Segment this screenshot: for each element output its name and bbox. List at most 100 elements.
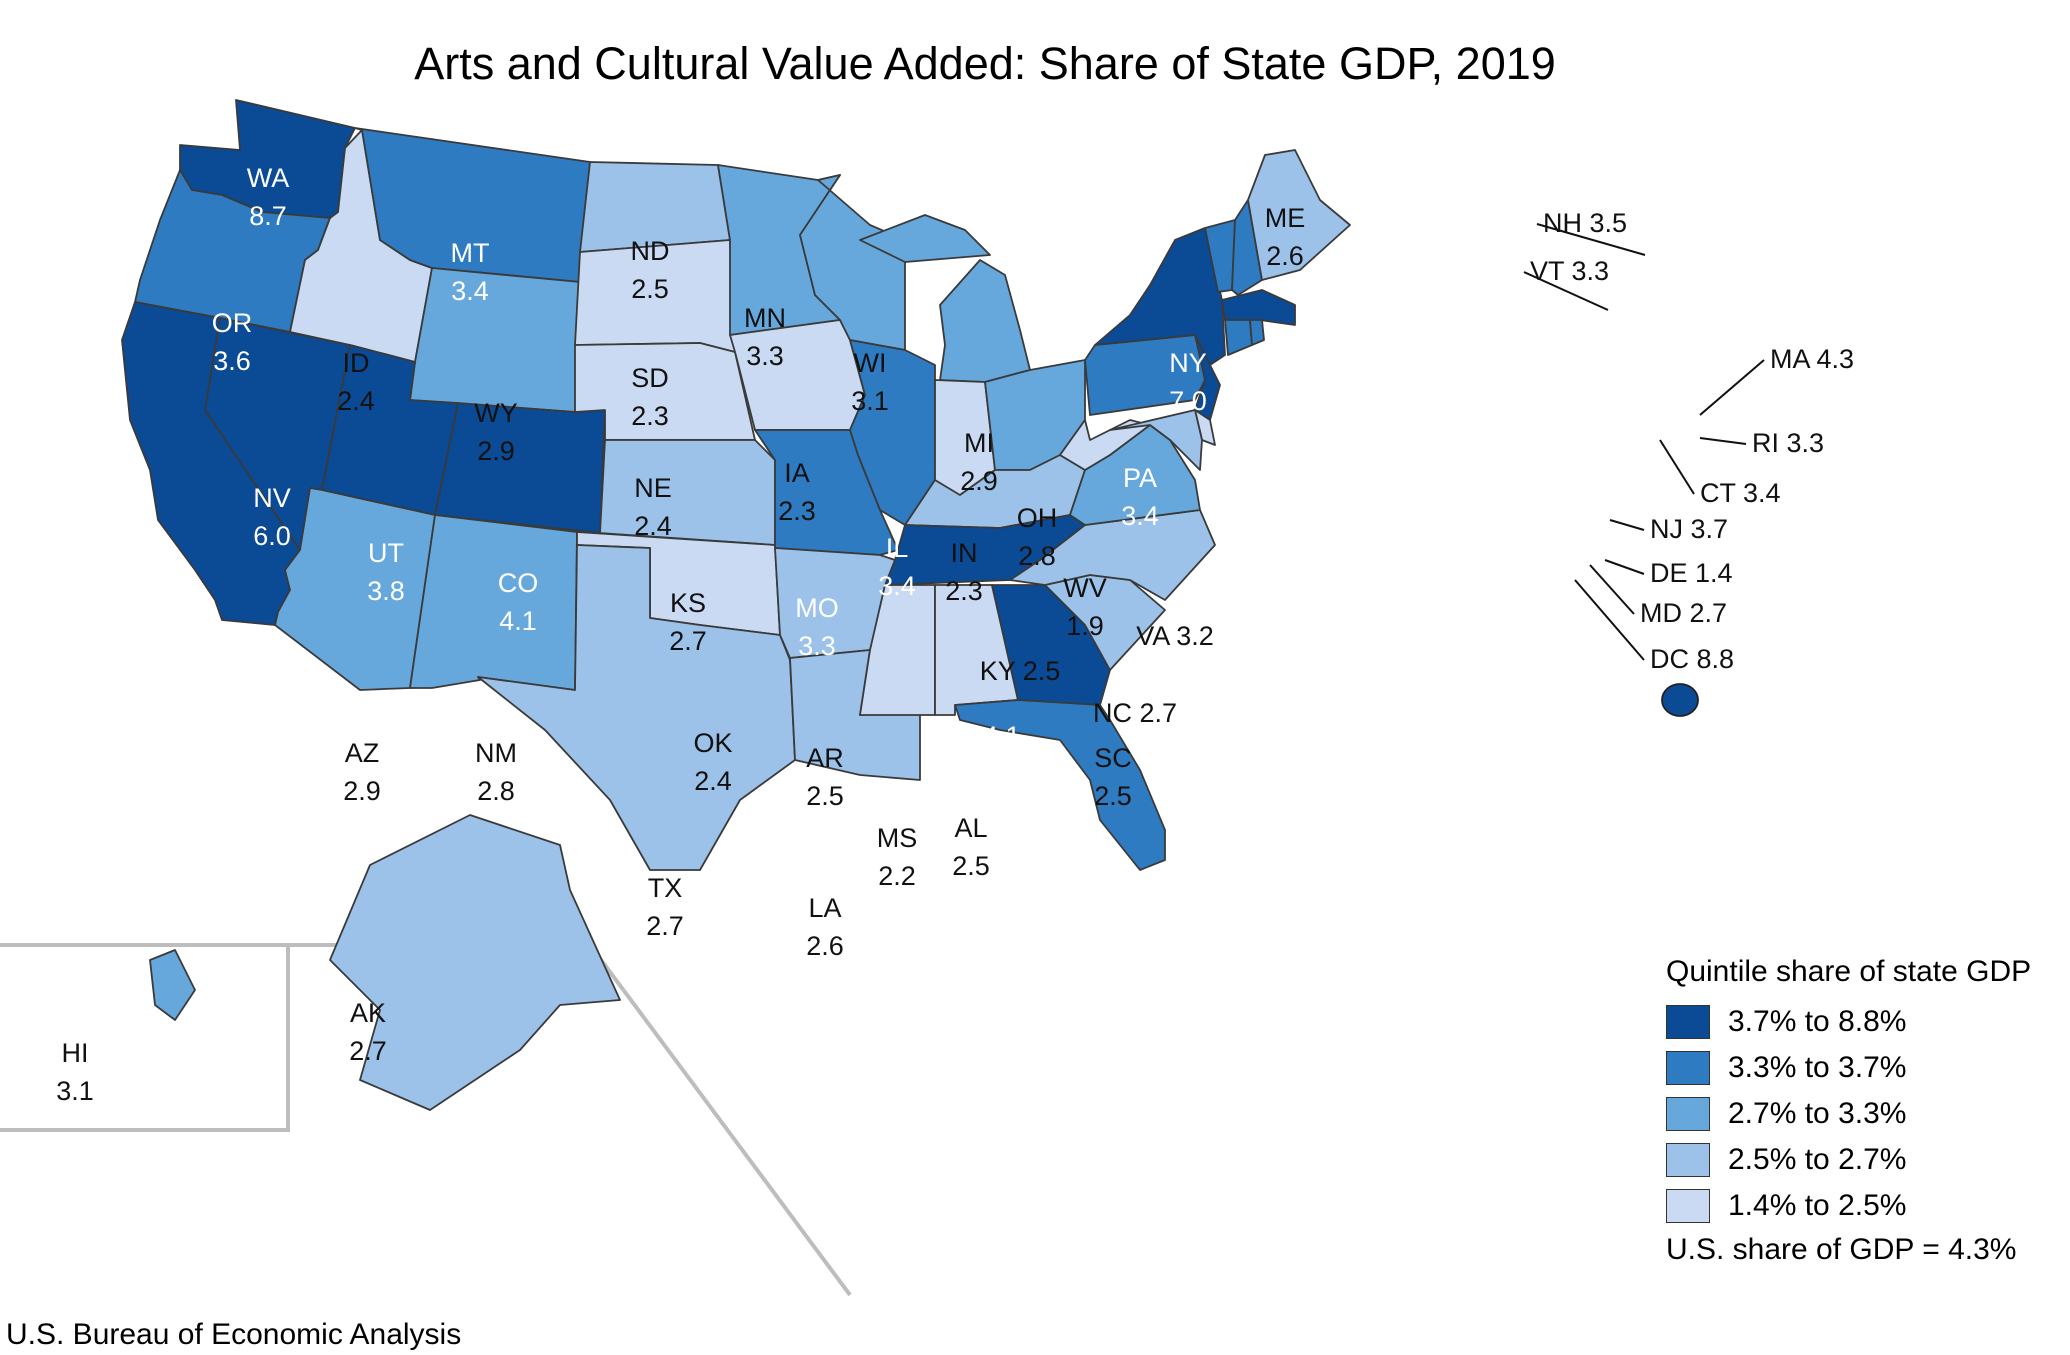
callout-line-ct [1659, 439, 1695, 495]
legend-title: Quintile share of state GDP [1666, 955, 2032, 988]
label-az: AZ 2.9 [343, 738, 381, 806]
hawaii-inset-frame [0, 945, 290, 1132]
callout-line-de [1604, 559, 1645, 575]
label-tx: TX 2.7 [646, 873, 684, 941]
state-ia [729, 319, 866, 431]
label-mt: MT 3.4 [451, 238, 490, 306]
label-sc: SC 2.5 [1094, 743, 1132, 811]
callout-line-nj [1609, 519, 1645, 531]
label-ms: MS 2.2 [877, 823, 918, 891]
legend-label-q5: 1.4% to 2.5% [1728, 1189, 1907, 1222]
label-dc: DC 8.8 [1650, 644, 1734, 674]
label-hi: HI 3.1 [56, 1038, 94, 1106]
legend-label-q3: 2.7% to 3.3% [1728, 1097, 1907, 1130]
legend-swatch-q5 [1666, 1189, 1710, 1223]
state-ak [329, 814, 621, 1111]
callout-line-ri [1699, 437, 1747, 445]
legend-swatch-q2 [1666, 1051, 1710, 1085]
label-sd: SD 2.3 [631, 363, 669, 431]
label-nd: ND 2.5 [631, 236, 670, 304]
state-fl [954, 699, 1166, 871]
state-ct [1224, 319, 1253, 356]
map-legend: Quintile share of state GDP 3.7% to 8.8%… [1666, 955, 2066, 1267]
label-ga: GA 4.6 [1037, 828, 1076, 896]
legend-swatch-q4 [1666, 1143, 1710, 1177]
state-nm [409, 514, 578, 691]
legend-item-q4: 2.5% to 2.7% [1666, 1137, 2066, 1183]
label-de: DE 1.4 [1650, 558, 1733, 588]
label-nj: NJ 3.7 [1650, 514, 1728, 544]
legend-swatch-q1 [1666, 1005, 1710, 1039]
label-wv: WV 1.9 [1063, 573, 1107, 641]
callout-line-ma [1699, 359, 1765, 416]
callout-line-md [1589, 564, 1635, 615]
legend-item-q3: 2.7% to 3.3% [1666, 1091, 2066, 1137]
label-nm: NM 2.8 [475, 738, 517, 806]
label-ma: MA 4.3 [1770, 344, 1854, 374]
label-nc: NC 2.7 [1093, 698, 1177, 728]
source-credit: U.S. Bureau of Economic Analysis [6, 1318, 462, 1351]
label-mn: MN 3.3 [744, 303, 786, 371]
label-ia: IA 2.3 [778, 458, 816, 526]
label-me: ME 2.6 [1265, 203, 1306, 271]
callout-line-vt [1523, 271, 1609, 311]
legend-item-q2: 3.3% to 3.7% [1666, 1045, 2066, 1091]
label-il: IL 3.4 [878, 533, 916, 601]
state-mi [939, 259, 1031, 383]
label-in: IN 2.3 [945, 538, 983, 606]
state-hi [149, 949, 196, 1021]
label-fl: FL 3.5 [1099, 958, 1137, 1026]
label-co: CO 4.1 [498, 568, 539, 636]
label-ri: RI 3.3 [1752, 428, 1824, 458]
map-title: Arts and Cultural Value Added: Share of … [414, 38, 1556, 89]
label-nv: NV 6.0 [253, 483, 291, 551]
state-dc-marker [1661, 683, 1699, 717]
state-md [1109, 409, 1203, 471]
label-ok: OK 2.4 [693, 728, 732, 796]
label-oh: OH 2.8 [1017, 503, 1058, 571]
legend-item-q5: 1.4% to 2.5% [1666, 1183, 2066, 1229]
label-va: VA 3.2 [1136, 621, 1214, 651]
callout-line-nh [1536, 223, 1646, 256]
label-wa: WA 8.7 [247, 163, 290, 231]
label-pa: PA 3.4 [1121, 463, 1159, 531]
label-wy: WY 2.9 [474, 398, 518, 466]
label-nh: NH 3.5 [1543, 208, 1627, 238]
label-wi: WI 3.1 [851, 348, 889, 416]
callout-line-dc [1574, 579, 1645, 661]
label-tn: TN 4.1 [939, 721, 1020, 751]
label-vt: VT 3.3 [1530, 256, 1609, 286]
state-wy [409, 267, 581, 413]
state-nc [1009, 509, 1216, 601]
legend-label-q2: 3.3% to 3.7% [1728, 1051, 1907, 1084]
label-ak: AK 2.7 [349, 998, 387, 1066]
state-me [1247, 149, 1351, 281]
label-id: ID 2.4 [337, 348, 375, 416]
legend-swatch-q3 [1666, 1097, 1710, 1131]
us-share-note: U.S. share of GDP = 4.3% [1666, 1233, 2017, 1266]
label-ct: CT 3.4 [1700, 478, 1781, 508]
label-al: AL 2.5 [952, 813, 990, 881]
label-ny: NY 7.0 [1169, 348, 1207, 416]
label-ks: KS 2.7 [669, 588, 707, 656]
label-ky: KY 2.5 [980, 656, 1061, 686]
label-or: OR 3.6 [212, 308, 253, 376]
label-mi: MI 2.9 [960, 428, 998, 496]
state-ks [599, 439, 776, 546]
legend-item-q1: 3.7% to 8.8% [1666, 999, 2066, 1045]
state-mi-upper [859, 214, 991, 263]
label-ar: AR 2.5 [806, 743, 844, 811]
state-nh [1231, 199, 1263, 296]
state-tx [477, 544, 796, 871]
label-mo: MO 3.3 [795, 593, 839, 661]
label-ca: CA 7.4 [169, 588, 207, 656]
label-la: LA 2.6 [806, 893, 844, 961]
state-ri [1249, 319, 1265, 346]
legend-label-q1: 3.7% to 8.8% [1728, 1005, 1907, 1038]
label-md: MD 2.7 [1640, 598, 1727, 628]
state-co [434, 402, 606, 534]
label-ne: NE 2.4 [634, 473, 672, 541]
legend-label-q4: 2.5% to 2.7% [1728, 1143, 1907, 1176]
state-il [849, 339, 936, 526]
